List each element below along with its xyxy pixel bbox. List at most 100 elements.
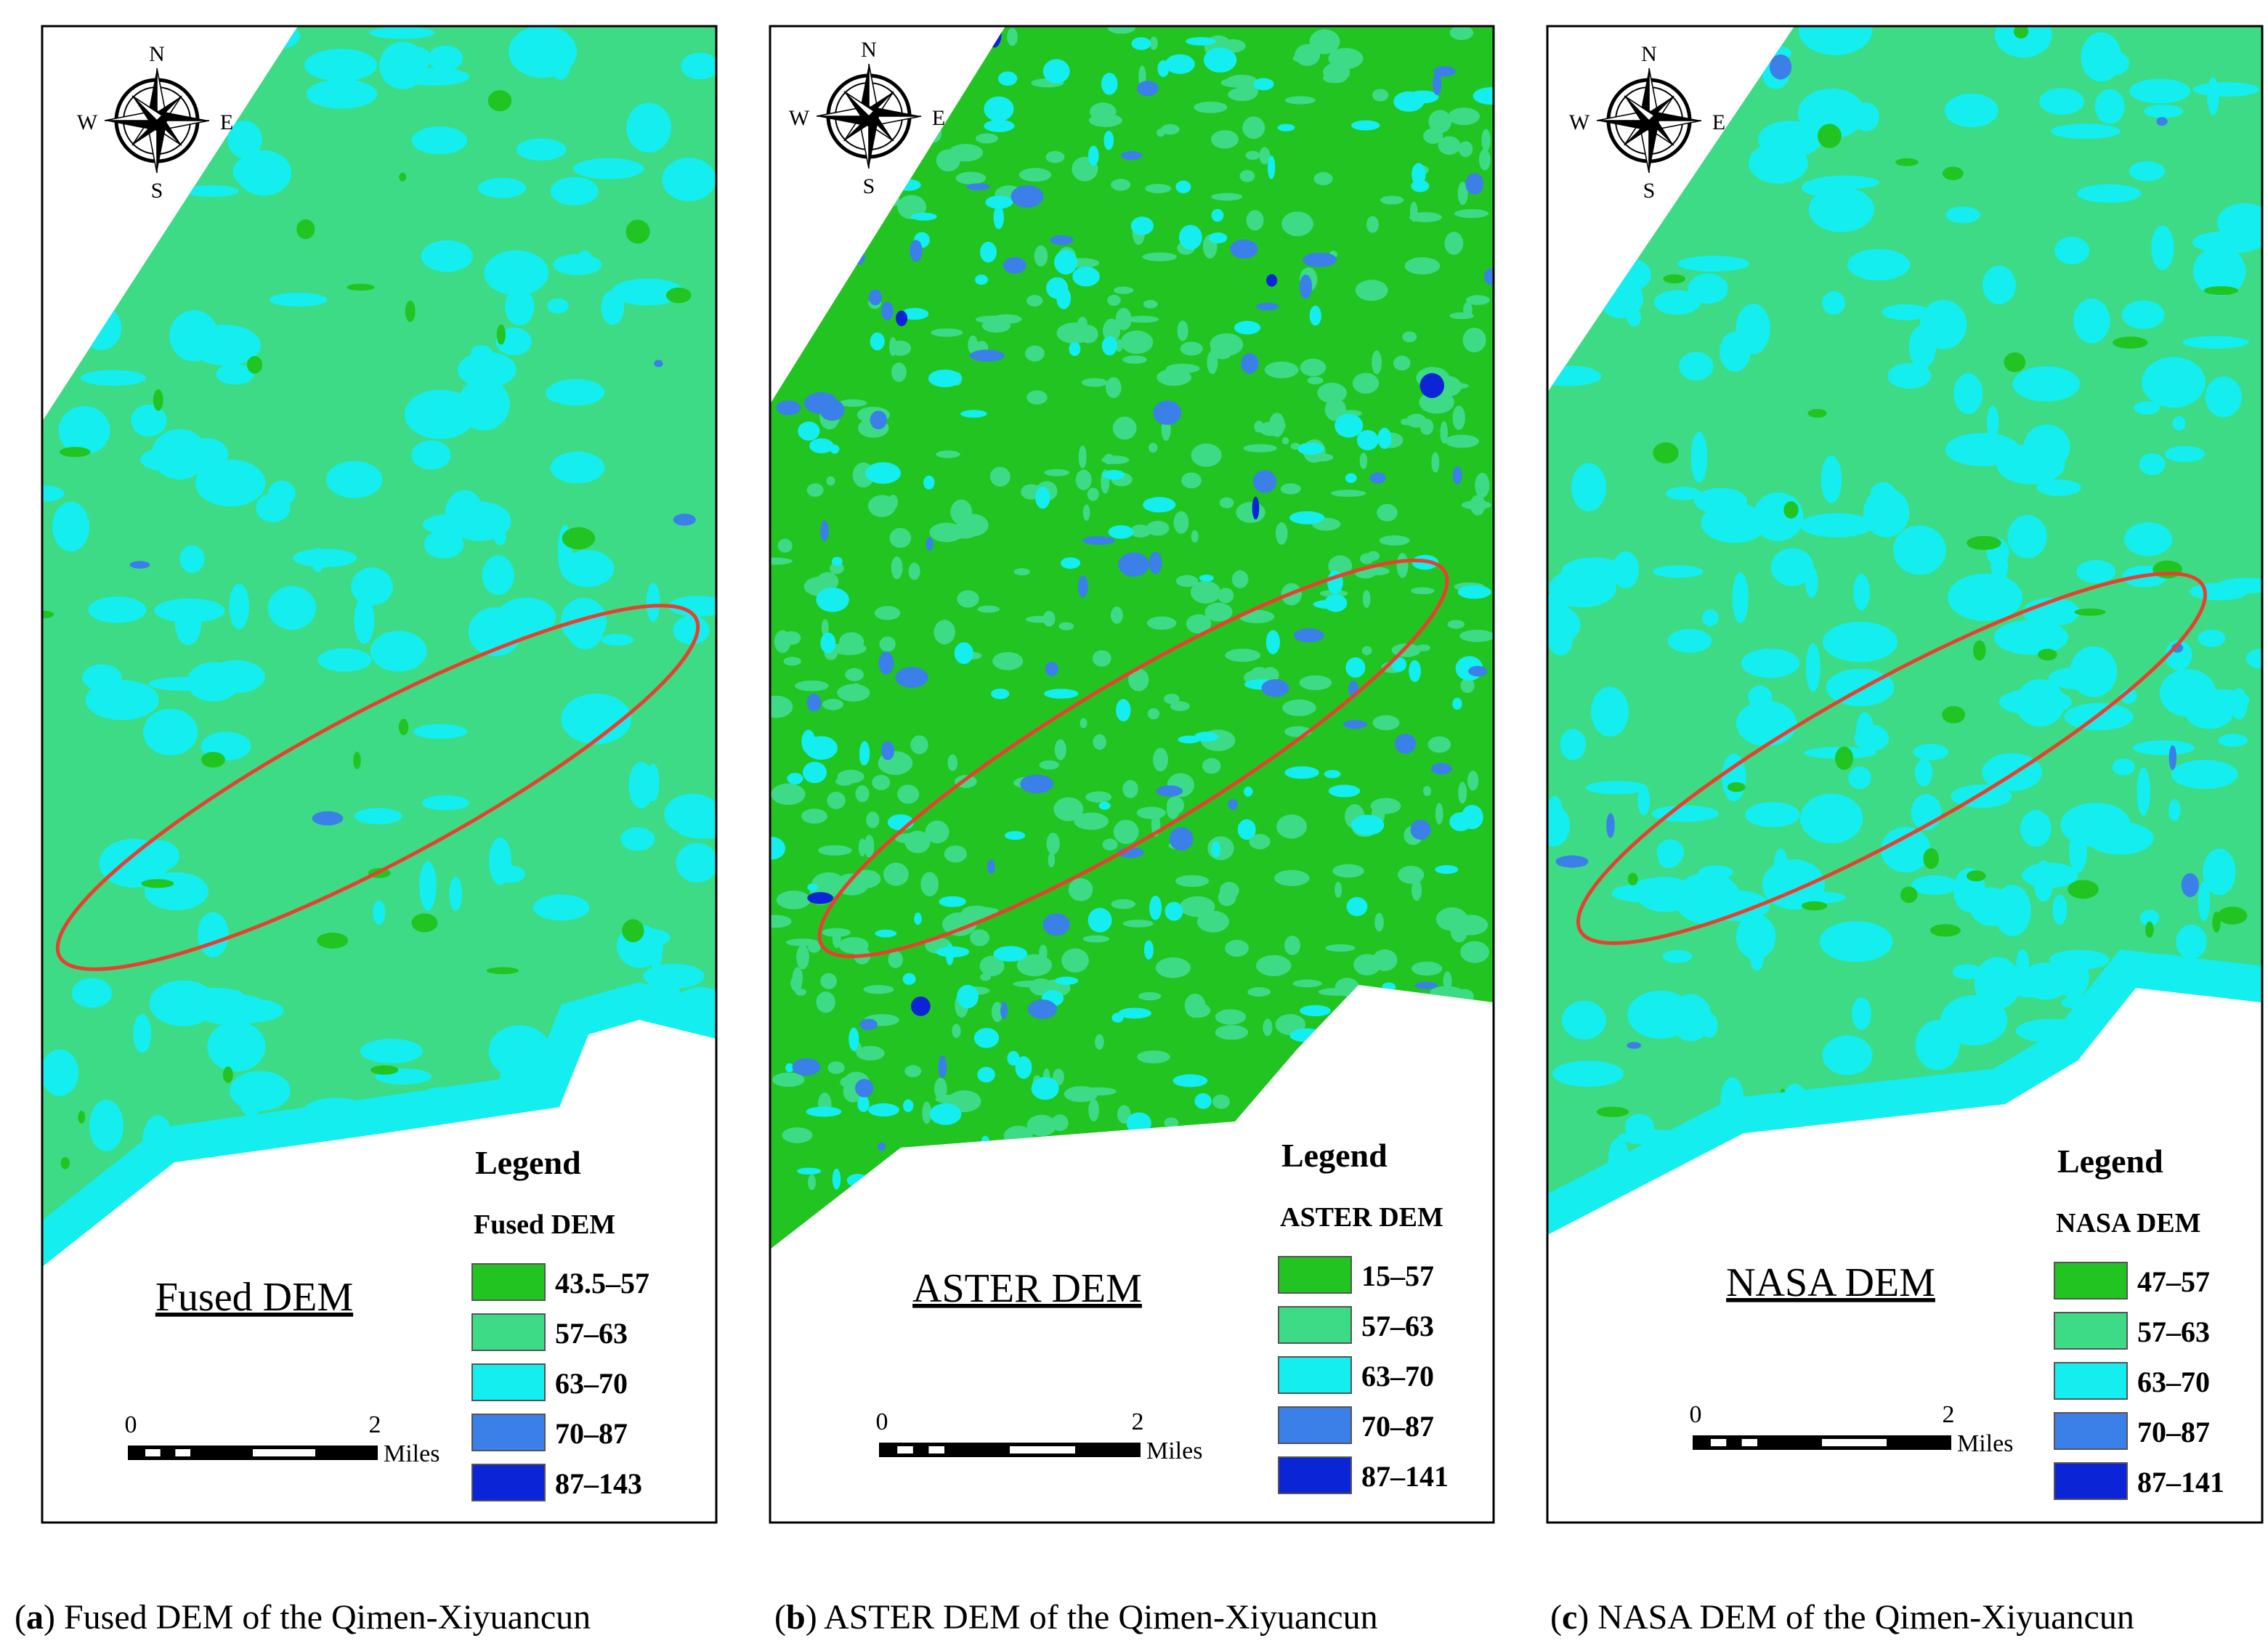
terrain-patch xyxy=(929,1103,962,1125)
terrain-patch xyxy=(831,556,843,567)
caption-open: ( xyxy=(15,1598,26,1637)
terrain-patch xyxy=(849,219,867,234)
terrain-patch xyxy=(954,642,973,665)
terrain-patch xyxy=(577,250,593,272)
legend-swatch xyxy=(471,1313,546,1351)
terrain-patch xyxy=(1850,1132,1866,1151)
terrain-patch xyxy=(1324,769,1341,779)
terrain-patch xyxy=(1111,179,1131,191)
terrain-patch xyxy=(895,667,928,688)
terrain-patch xyxy=(1372,350,1382,375)
terrain-patch xyxy=(1394,1130,1422,1146)
terrain-patch xyxy=(914,912,922,925)
terrain-patch xyxy=(1413,992,1433,1002)
terrain-patch xyxy=(206,660,265,694)
terrain-patch xyxy=(405,300,416,323)
terrain-patch xyxy=(992,652,1024,670)
terrain-patch xyxy=(770,142,798,153)
terrain-patch xyxy=(1053,1137,1079,1152)
terrain-patch xyxy=(1547,200,1604,226)
caption-text: ) NASA DEM of the Qimen-Xiyuancun xyxy=(1577,1598,2134,1637)
terrain-patch xyxy=(945,943,954,966)
terrain-patch xyxy=(1138,992,1162,1001)
terrain-patch xyxy=(1359,453,1368,469)
terrain-patch xyxy=(1186,36,1216,46)
terrain-patch xyxy=(771,783,806,806)
terrain-patch xyxy=(1690,431,1708,483)
terrain-patch xyxy=(1322,73,1347,84)
terrain-patch xyxy=(1183,774,1193,794)
terrain-patch xyxy=(920,872,939,897)
terrain-patch xyxy=(1136,806,1166,819)
terrain-patch xyxy=(1863,487,1910,538)
terrain-patch xyxy=(1147,708,1160,720)
terrain-patch xyxy=(902,973,916,985)
terrain-patch xyxy=(267,585,317,630)
terrain-patch xyxy=(1377,427,1392,450)
terrain-patch xyxy=(1045,662,1058,676)
terrain-patch xyxy=(817,845,852,856)
compass-point xyxy=(1649,110,1701,121)
terrain-patch xyxy=(1122,779,1138,798)
compass-w: W xyxy=(789,106,810,130)
terrain-patch xyxy=(1236,1143,1261,1158)
terrain-patch xyxy=(2203,285,2239,296)
terrain-patch xyxy=(1370,798,1401,814)
terrain-patch xyxy=(1967,535,2001,551)
terrain-patch xyxy=(1153,400,1182,425)
terrain-patch xyxy=(796,1167,822,1175)
terrain-patch xyxy=(1819,920,1893,962)
terrain-patch xyxy=(1807,409,1827,418)
terrain-patch xyxy=(1432,73,1442,96)
terrain-patch xyxy=(1547,61,1590,97)
legend-swatch xyxy=(2054,1262,2128,1300)
compass-n: N xyxy=(861,38,877,62)
terrain-patch xyxy=(676,843,716,883)
terrain-patch xyxy=(897,785,920,804)
terrain-patch xyxy=(256,493,291,522)
terrain-patch xyxy=(1165,901,1183,921)
terrain-patch xyxy=(987,859,995,875)
terrain-patch xyxy=(770,354,777,367)
terrain-patch xyxy=(662,158,716,202)
terrain-patch xyxy=(1131,37,1151,50)
terrain-patch xyxy=(1107,26,1135,34)
terrain-patch xyxy=(1276,814,1307,839)
terrain-patch xyxy=(2073,298,2110,344)
terrain-patch xyxy=(1101,455,1130,464)
terrain-patch xyxy=(227,120,262,159)
terrain-patch xyxy=(1061,948,1089,973)
terrain-patch xyxy=(1225,649,1261,662)
terrain-patch xyxy=(1072,266,1100,287)
terrain-patch xyxy=(827,1061,845,1074)
terrain-patch xyxy=(1361,1082,1374,1100)
terrain-patch xyxy=(1215,1025,1249,1040)
terrain-patch xyxy=(1108,1188,1129,1206)
terrain-patch xyxy=(1547,367,1602,386)
terrain-patch xyxy=(1467,771,1479,791)
terrain-patch xyxy=(1792,891,1846,904)
scale-bar-segment xyxy=(897,1446,913,1454)
terrain-patch xyxy=(1137,81,1159,97)
legend-swatch xyxy=(1278,1406,1352,1444)
terrain-patch xyxy=(909,240,923,262)
terrain-patch xyxy=(1078,445,1087,469)
terrain-patch xyxy=(1986,405,1999,439)
terrain-patch xyxy=(1064,1185,1094,1207)
terrain-patch xyxy=(1127,1213,1152,1233)
legend-label: 57–63 xyxy=(1361,1310,1434,1342)
terrain-patch xyxy=(1665,487,1702,500)
terrain-patch xyxy=(1476,1008,1494,1028)
terrain-patch xyxy=(1449,1168,1475,1183)
terrain-patch xyxy=(846,1174,869,1188)
terrain-patch xyxy=(1252,470,1277,493)
terrain-patch xyxy=(1929,924,1961,937)
terrain-patch xyxy=(1736,303,1770,354)
terrain-patch xyxy=(2020,810,2052,847)
terrain-patch xyxy=(1431,452,1440,473)
terrain-patch xyxy=(1211,840,1221,858)
terrain-patch xyxy=(1386,1133,1422,1141)
terrain-patch xyxy=(1555,855,1589,868)
